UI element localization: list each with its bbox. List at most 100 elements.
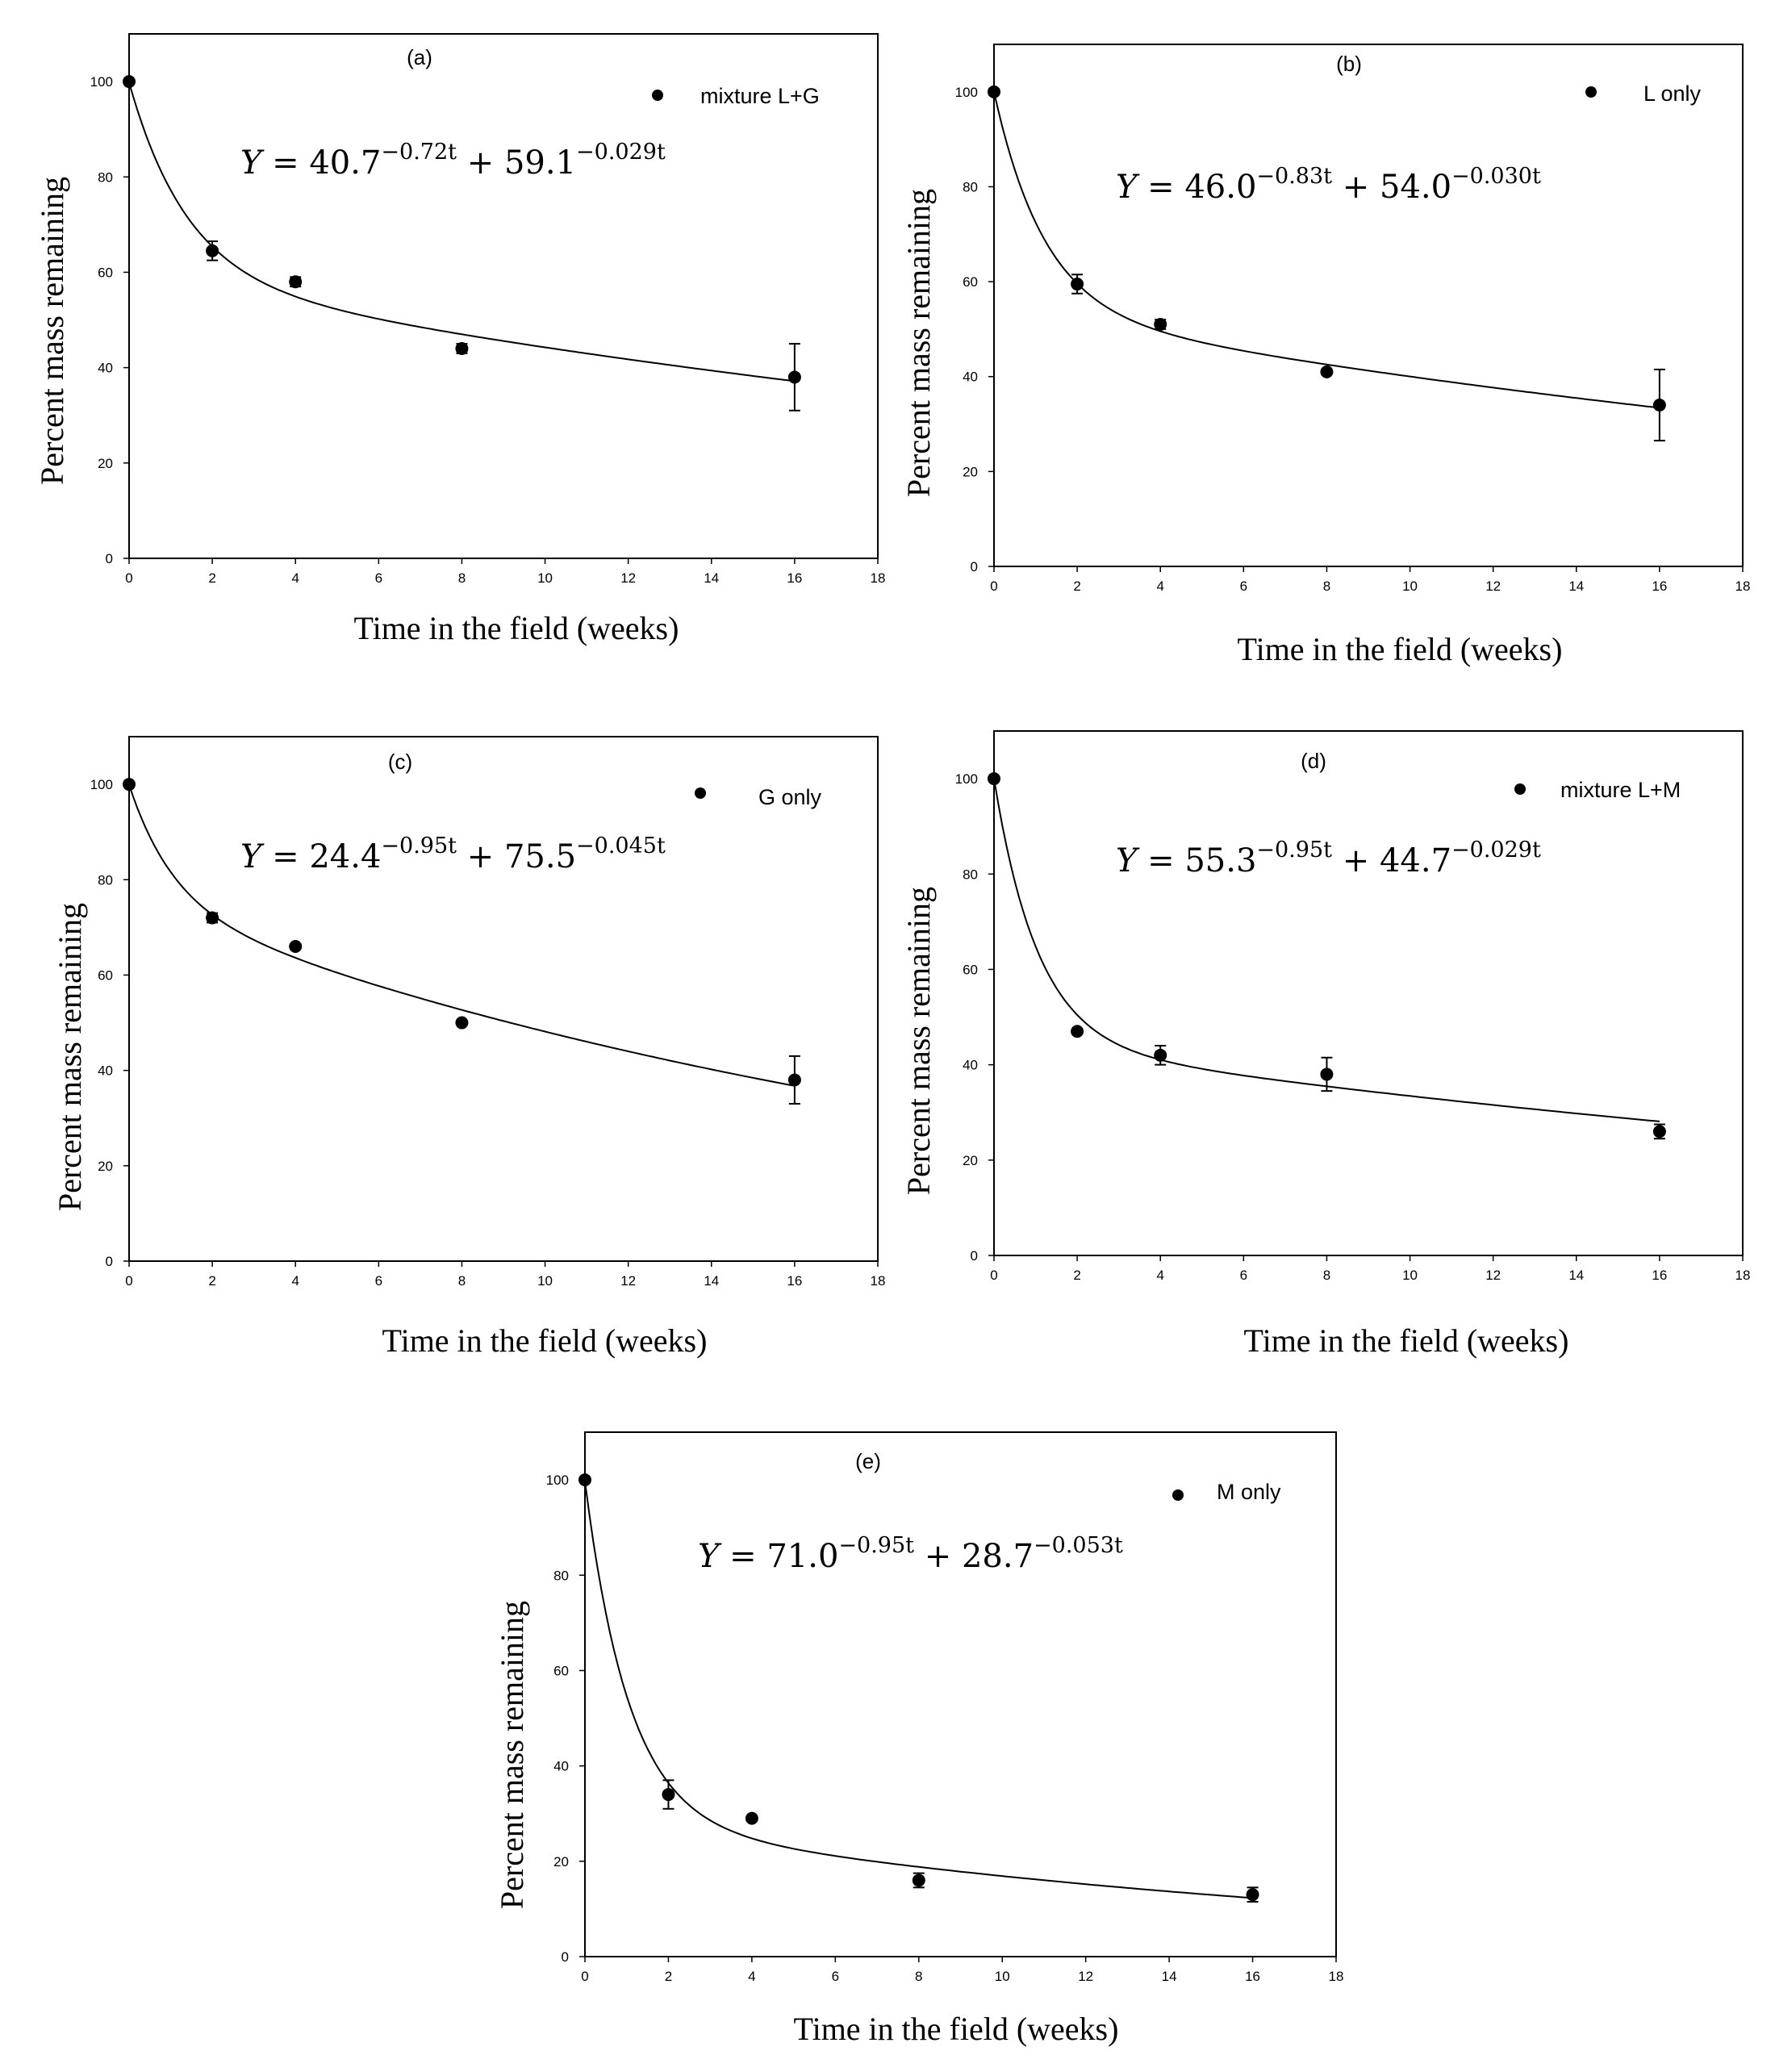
data-point — [787, 1073, 801, 1087]
equation-exponent: −0.83t — [1256, 164, 1332, 189]
x-tick-label: 12 — [1485, 579, 1501, 594]
equation-exponent: −0.030t — [1451, 164, 1541, 189]
equation-term: + — [914, 1538, 962, 1575]
y-tick-label: 80 — [553, 1568, 569, 1583]
equation-term: 75.5 — [504, 838, 576, 875]
equation-term: 46.0 — [1184, 169, 1256, 206]
data-point — [578, 1473, 591, 1487]
equation-term: 44.7 — [1380, 842, 1451, 879]
data-point — [787, 370, 801, 384]
data-point — [1154, 1048, 1167, 1062]
panel-label: (a) — [407, 45, 432, 69]
x-tick-label: 18 — [1735, 1268, 1751, 1283]
x-tick-label: 14 — [704, 570, 719, 586]
y-tick-label: 20 — [98, 1159, 113, 1174]
data-point — [1071, 278, 1084, 291]
y-axis-label: Percent mass remaining — [34, 177, 70, 485]
y-tick-label: 80 — [98, 169, 113, 185]
equation-term: 28.7 — [962, 1538, 1034, 1575]
panel-label: (e) — [855, 1449, 881, 1473]
y-tick-label: 0 — [562, 1949, 569, 1965]
x-tick-label: 16 — [1652, 1268, 1667, 1283]
x-tick-label: 16 — [1245, 1969, 1260, 1984]
data-point — [289, 275, 303, 289]
x-axis-label: Time in the field (weeks) — [382, 1322, 708, 1359]
x-tick-label: 14 — [1568, 579, 1584, 594]
equation-term: 71.0 — [766, 1538, 838, 1575]
chart-panel-e: 0 2 4 6 8 10 12 14 16 18 0 20 40 60 80 100 Time in the f… — [494, 1431, 1343, 2047]
x-tick-label: 16 — [1652, 579, 1667, 594]
y-tick-label: 40 — [553, 1759, 569, 1774]
data-point — [1652, 399, 1666, 412]
x-tick-label: 16 — [787, 570, 802, 586]
y-tick-label: 20 — [98, 456, 113, 471]
y-tick-label: 60 — [98, 967, 113, 983]
x-tick-label: 2 — [208, 1273, 215, 1289]
legend-marker — [1585, 86, 1597, 98]
x-tick-label: 2 — [665, 1969, 672, 1984]
equation-term: 55.3 — [1184, 842, 1256, 879]
x-tick-label: 14 — [1568, 1268, 1584, 1283]
equation-term: Y = — [698, 1538, 766, 1575]
equation-exponent: −0.029t — [576, 140, 666, 165]
fit-equation: Y = 46.0−0.83t + 54.0−0.030t — [1116, 164, 1541, 206]
y-axis-label: Percent mass remaining — [900, 887, 937, 1195]
data-point — [988, 772, 1000, 786]
chart-panel-d: 0 2 4 6 8 10 12 14 16 18 0 20 40 60 80 100 Time in the f… — [900, 730, 1751, 1359]
y-tick-label: 80 — [963, 867, 978, 882]
y-tick-label: 60 — [963, 962, 978, 977]
data-point — [455, 342, 469, 355]
y-tick-label: 100 — [546, 1473, 569, 1488]
equation-term: Y = — [240, 144, 309, 182]
data-point — [206, 911, 219, 925]
x-tick-label: 12 — [1485, 1268, 1501, 1283]
x-tick-label: 16 — [787, 1273, 802, 1289]
y-tick-label: 100 — [90, 74, 113, 90]
data-point — [1154, 318, 1167, 332]
data-point — [988, 85, 1000, 98]
x-tick-label: 10 — [537, 570, 553, 586]
fit-equation: Y = 55.3−0.95t + 44.7−0.029t — [1116, 838, 1541, 879]
equation-term: 59.1 — [504, 144, 576, 182]
x-tick-label: 0 — [125, 1273, 132, 1289]
data-point — [1320, 1067, 1334, 1081]
x-tick-label: 8 — [1323, 579, 1330, 594]
data-point — [206, 244, 219, 257]
fit-equation: Y = 24.4−0.95t + 75.5−0.045t — [240, 833, 666, 875]
y-tick-label: 80 — [98, 872, 113, 888]
data-point — [662, 1788, 675, 1802]
y-tick-label: 100 — [955, 85, 978, 100]
data-point — [455, 1016, 469, 1030]
y-tick-label: 20 — [963, 464, 978, 479]
x-tick-label: 4 — [748, 1969, 755, 1984]
data-point — [1320, 365, 1334, 378]
data-point — [1071, 1025, 1084, 1038]
y-tick-label: 0 — [106, 551, 113, 566]
y-tick-label: 60 — [963, 274, 978, 290]
data-point — [1652, 1125, 1666, 1138]
x-tick-label: 8 — [458, 570, 466, 586]
x-axis-label: Time in the field (weeks) — [1238, 631, 1563, 667]
equation-exponent: −0.053t — [1034, 1533, 1123, 1558]
x-tick-label: 10 — [1402, 1268, 1418, 1283]
fit-equation: Y = 71.0−0.95t + 28.7−0.053t — [698, 1533, 1123, 1575]
x-axis-label: Time in the field (weeks) — [354, 610, 679, 646]
equation-term: + — [457, 838, 504, 875]
equation-term: Y = — [240, 838, 309, 875]
x-axis-label: Time in the field (weeks) — [794, 2011, 1119, 2047]
x-tick-label: 8 — [458, 1273, 466, 1289]
plot-frame — [584, 1431, 1337, 1957]
legend-label: mixture L+M — [1560, 778, 1681, 802]
x-axis-label: Time in the field (weeks) — [1244, 1322, 1569, 1359]
equation-term: Y = — [1116, 169, 1184, 206]
equation-term: Y = — [1116, 842, 1184, 879]
x-tick-label: 12 — [620, 1273, 636, 1289]
y-tick-label: 20 — [963, 1153, 978, 1168]
chart-panel-c: 0 2 4 6 8 10 12 14 16 18 0 20 40 60 80 100 Time in the f… — [52, 736, 886, 1359]
x-tick-label: 18 — [871, 1273, 886, 1289]
x-tick-label: 6 — [1240, 1268, 1247, 1283]
legend-marker — [695, 787, 706, 799]
x-tick-label: 4 — [1156, 579, 1163, 594]
equation-term: + — [1332, 169, 1380, 206]
